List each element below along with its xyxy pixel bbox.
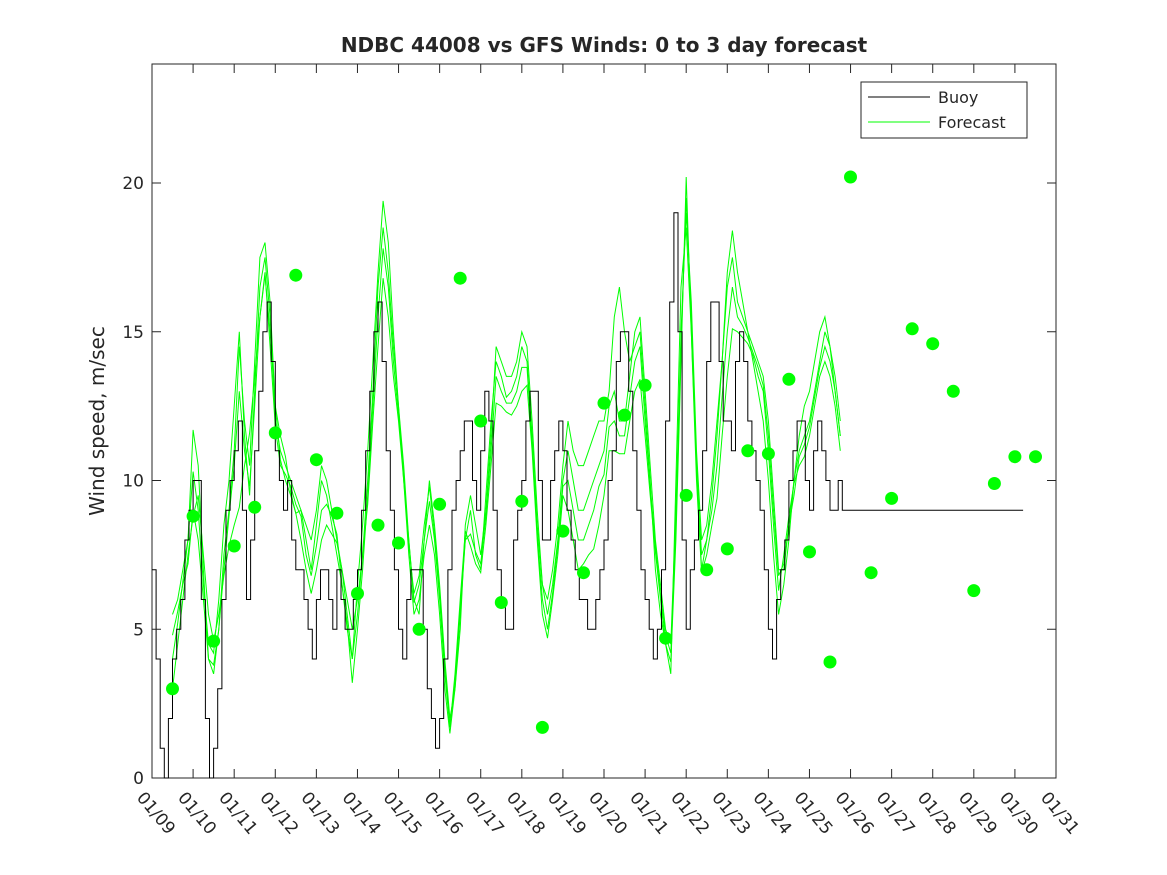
x-tick-label: 01/09 (132, 788, 179, 838)
forecast-dot (515, 495, 528, 508)
x-tick-label: 01/13 (297, 788, 344, 838)
x-tick-label: 01/16 (420, 788, 467, 838)
forecast-dot (310, 453, 323, 466)
x-tick-label: 01/18 (502, 788, 549, 838)
x-tick-label: 01/21 (625, 788, 672, 838)
forecast-dot (433, 498, 446, 511)
chart-title: NDBC 44008 vs GFS Winds: 0 to 3 day fore… (341, 33, 868, 57)
x-tick-label: 01/17 (461, 788, 508, 838)
forecast-dot (1008, 450, 1021, 463)
forecast-dot (762, 447, 775, 460)
x-tick-label: 01/26 (831, 788, 878, 838)
x-tick-label: 01/11 (214, 788, 261, 838)
forecast-dot (495, 596, 508, 609)
forecast-dot (269, 426, 282, 439)
forecast-dot (988, 477, 1001, 490)
forecast-dot (187, 510, 200, 523)
x-tick-label: 01/22 (666, 788, 713, 838)
forecast-dot (454, 272, 467, 285)
x-tick-label: 01/27 (872, 788, 919, 838)
forecast-dot (947, 385, 960, 398)
x-tick-label: 01/29 (954, 788, 1001, 838)
forecast-dot (351, 587, 364, 600)
forecast-dot (1029, 450, 1042, 463)
x-tick-label: 01/28 (913, 788, 960, 838)
forecast-dot (556, 525, 569, 538)
forecast-dot (228, 540, 241, 553)
legend-forecast-label: Forecast (938, 113, 1006, 132)
x-tick-label: 01/14 (338, 788, 385, 838)
x-tick-label: 01/24 (749, 788, 796, 838)
x-tick-label: 01/23 (707, 788, 754, 838)
x-tick-label: 01/30 (995, 788, 1042, 838)
forecast-dot (803, 545, 816, 558)
y-tick-label: 20 (122, 174, 144, 194)
forecast-dot (659, 632, 672, 645)
forecast-dot (577, 566, 590, 579)
forecast-dot (166, 682, 179, 695)
forecast-dot (474, 415, 487, 428)
legend-buoy-label: Buoy (938, 88, 978, 107)
wind-speed-chart: NDBC 44008 vs GFS Winds: 0 to 3 day fore… (0, 0, 1167, 875)
forecast-dot (865, 566, 878, 579)
x-tick-label: 01/20 (584, 788, 631, 838)
forecast-dot (967, 584, 980, 597)
y-axis-label: Wind speed, m/sec (85, 326, 109, 516)
forecast-dot (824, 656, 837, 669)
x-tick-label: 01/10 (173, 788, 220, 838)
forecast-dot (639, 379, 652, 392)
x-tick-label: 01/25 (790, 788, 837, 838)
forecast-dot (330, 507, 343, 520)
forecast-dot (885, 492, 898, 505)
y-tick-label: 0 (133, 769, 144, 789)
forecast-dot (844, 171, 857, 184)
forecast-dot (782, 373, 795, 386)
x-tick-label: 01/31 (1036, 788, 1083, 838)
forecast-dot (721, 542, 734, 555)
x-tick-label: 01/12 (255, 788, 302, 838)
forecast-dot (413, 623, 426, 636)
forecast-dot (536, 721, 549, 734)
y-tick-label: 5 (133, 620, 144, 640)
y-tick-label: 15 (122, 323, 144, 343)
forecast-dot (598, 397, 611, 410)
forecast-dot (926, 337, 939, 350)
forecast-dot (248, 501, 261, 514)
y-tick-label: 10 (122, 472, 144, 492)
forecast-dot (680, 489, 693, 502)
forecast-dot (906, 322, 919, 335)
forecast-dot (289, 269, 302, 282)
forecast-dot (618, 409, 631, 422)
forecast-dot (207, 635, 220, 648)
forecast-dot (372, 519, 385, 532)
forecast-dot (700, 563, 713, 576)
x-tick-label: 01/19 (543, 788, 590, 838)
forecast-dot (392, 537, 405, 550)
legend: Buoy Forecast (861, 82, 1027, 138)
forecast-dot (741, 444, 754, 457)
x-tick-label: 01/15 (379, 788, 426, 838)
